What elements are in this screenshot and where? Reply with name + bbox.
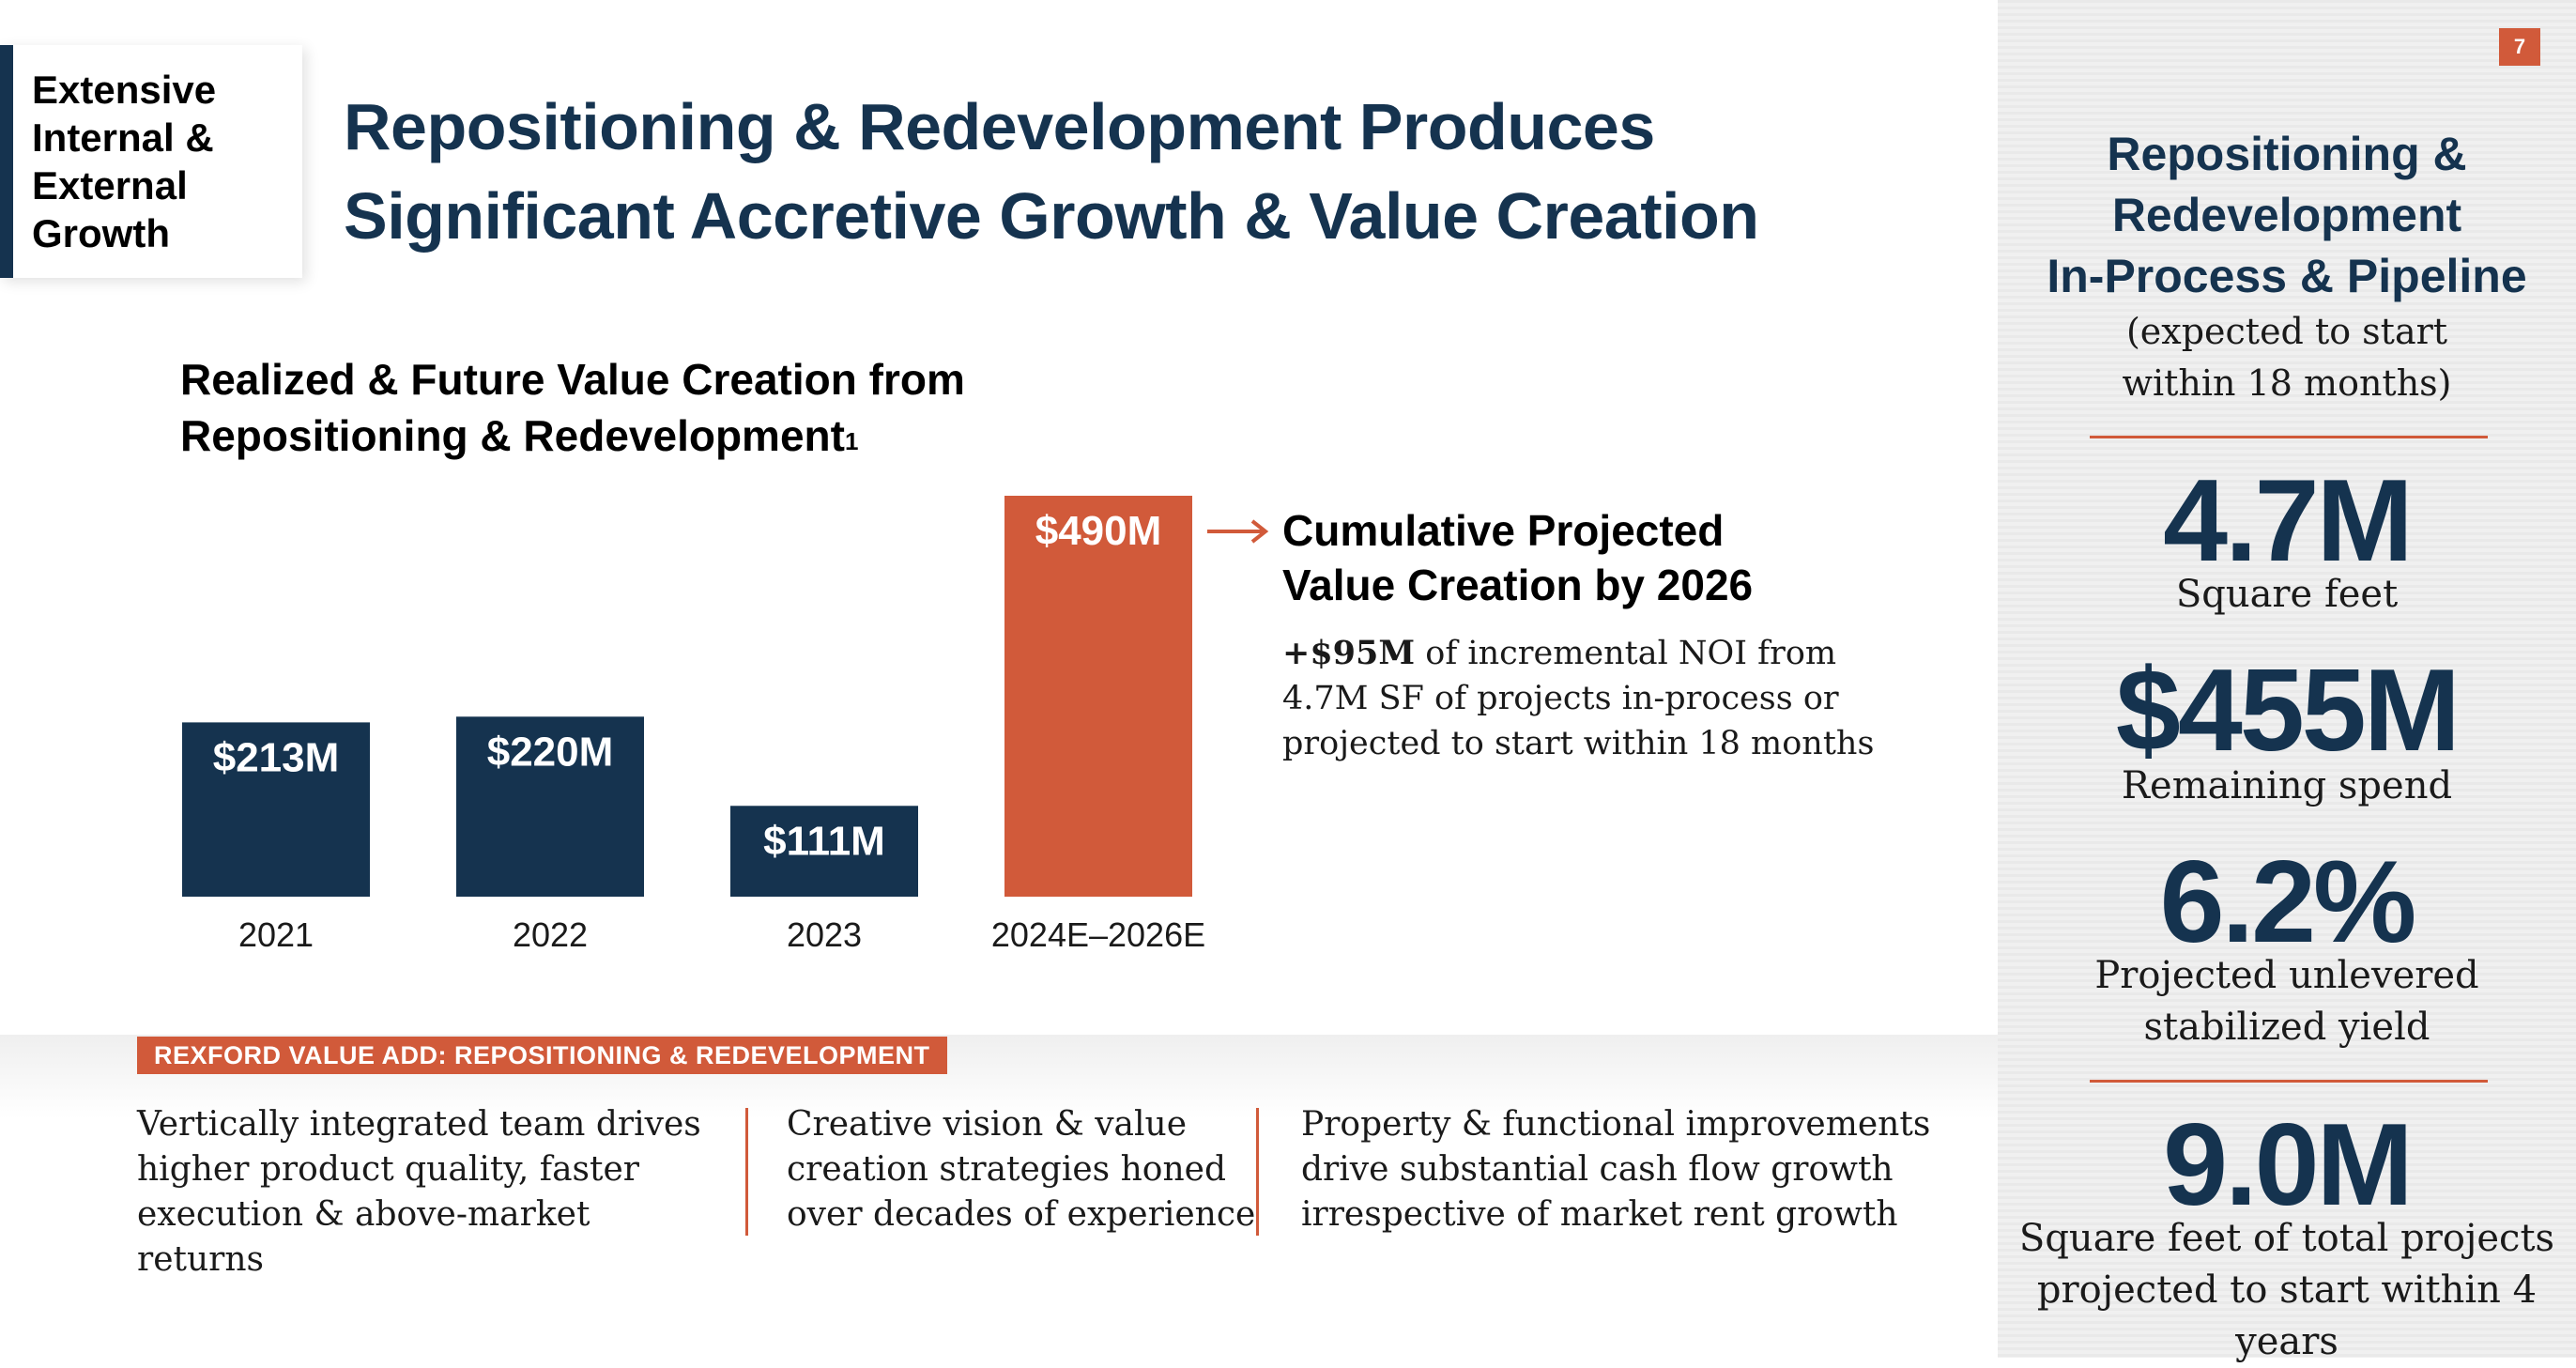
panel-divider <box>2090 436 2488 438</box>
category-tick-label: 2022 <box>513 915 588 954</box>
category-tick-label: 2021 <box>238 915 314 954</box>
stat-remaining-spend-value: $455M <box>2115 646 2461 776</box>
page-title-line-1: Repositioning & Redevelopment Produces <box>344 90 1655 163</box>
stat-square-feet-value: 4.7M <box>2163 456 2414 586</box>
bar-2021 <box>182 722 370 897</box>
pipeline-panel <box>1998 0 2576 1358</box>
callout-heading-line-2: Value Creation by 2026 <box>1282 561 1754 609</box>
arrow-right-icon <box>1207 519 1269 544</box>
callout-body-line-1: +$95M of incremental NOI from <box>1282 631 1940 676</box>
chart-title: Realized & Future Value Creation from Re… <box>180 351 1119 464</box>
category-tick-label: 2024E–2026E <box>991 915 1205 954</box>
value-add-column-1-line: higher product quality, faster <box>137 1150 639 1189</box>
callout-heading: Cumulative Projected Value Creation by 2… <box>1282 503 1940 612</box>
stat-remaining-spend-label: Remaining spend <box>2121 764 2453 807</box>
callout-heading-line-1: Cumulative Projected <box>1282 506 1725 555</box>
bar-2024E–2026E <box>1004 496 1192 897</box>
stat-yield-label: Projected unlevered stabilized yield <box>1998 950 2576 1053</box>
category-tick-label: 2023 <box>787 915 862 954</box>
value-add-column-3-line: drive substantial cash flow growth <box>1301 1150 1894 1189</box>
pipeline-subtitle-line-1: (expected to start <box>2125 311 2448 352</box>
chart-title-footnote: 1 <box>844 427 859 455</box>
page-title-line-2: Significant Accretive Growth & Value Cre… <box>344 179 1759 253</box>
page-title: Repositioning & Redevelopment Produces S… <box>344 83 1968 261</box>
callout-body-line-3: projected to start within 18 months <box>1282 725 1875 762</box>
section-tag-bar <box>0 45 13 278</box>
value-add-column-2-line: Creative vision & value <box>787 1105 1188 1144</box>
bar-value-label: $220M <box>487 729 614 775</box>
value-add-column-1-line: Vertically integrated team drives <box>137 1105 701 1144</box>
bar-2022 <box>456 716 644 897</box>
stat-yield-value: 6.2% <box>2159 838 2417 967</box>
value-add-column-2-line: over decades of experience <box>787 1195 1256 1234</box>
page-number-badge: 7 <box>2499 28 2540 66</box>
bar-value-label: $213M <box>213 734 340 780</box>
pipeline-title-line-3: In-Process & Pipeline <box>2047 250 2527 302</box>
stat-total-projects-value: 9.0M <box>2163 1100 2414 1230</box>
stat-yield-label-line-1: Projected unlevered <box>2094 954 2479 997</box>
value-add-column-3-line: irrespective of market rent growth <box>1301 1195 1898 1234</box>
pipeline-title-line-2: Redevelopment <box>2111 189 2462 241</box>
stat-total-projects-label: Square feet of total projects projected … <box>1998 1213 2576 1368</box>
stat-square-feet-label: Square feet <box>2175 573 2399 616</box>
value-add-column-3-line: Property & functional improvements <box>1301 1105 1931 1144</box>
column-divider <box>745 1108 748 1236</box>
chart-title-line-2: Repositioning & Redevelopment1 <box>180 407 1119 464</box>
value-add-column-3: Property & functional improvements drive… <box>1301 1102 1958 1237</box>
value-add-band <box>0 1035 1998 1358</box>
stat-total-projects-label-line-2: projected to start within 4 years <box>2036 1268 2538 1363</box>
panel-divider <box>2090 1080 2488 1083</box>
value-add-column-2-line: creation strategies honed <box>787 1150 1226 1189</box>
bar-value-label: $490M <box>1035 508 1162 554</box>
value-add-badge: REXFORD VALUE ADD: REPOSITIONING & REDEV… <box>137 1037 947 1074</box>
stat-yield-label-line-2: stabilized yield <box>2143 1006 2430 1049</box>
bar-2023 <box>730 806 918 897</box>
chart-title-line-1: Realized & Future Value Creation from <box>180 355 965 404</box>
column-divider <box>1256 1108 1259 1236</box>
callout-body-line-1-text: of incremental NOI from <box>1415 635 1837 672</box>
value-add-column-2: Creative vision & value creation strateg… <box>787 1102 1275 1237</box>
value-add-column-1-line: execution & above-market returns <box>137 1195 590 1279</box>
callout-body-line-2: 4.7M SF of projects in-process or <box>1282 680 1839 717</box>
pipeline-title: Repositioning & Redevelopment In-Process… <box>1998 124 2576 307</box>
stat-total-projects-label-line-1: Square feet of total projects <box>2018 1217 2555 1260</box>
pipeline-title-line-1: Repositioning & <box>2107 128 2467 180</box>
section-tag-text: Extensive Internal & External Growth <box>32 68 217 255</box>
callout-body: +$95M of incremental NOI from 4.7M SF of… <box>1282 631 1940 766</box>
bar-value-label: $111M <box>763 818 885 864</box>
chart-title-line-2-text: Repositioning & Redevelopment <box>180 411 845 460</box>
pipeline-subtitle: (expected to start within 18 months) <box>1998 306 2576 409</box>
pipeline-subtitle-line-2: within 18 months) <box>2122 362 2452 404</box>
value-add-column-1: Vertically integrated team drives higher… <box>137 1102 719 1283</box>
section-tag: Extensive Internal & External Growth <box>0 45 302 278</box>
callout-body-bold: +$95M <box>1282 634 1416 672</box>
